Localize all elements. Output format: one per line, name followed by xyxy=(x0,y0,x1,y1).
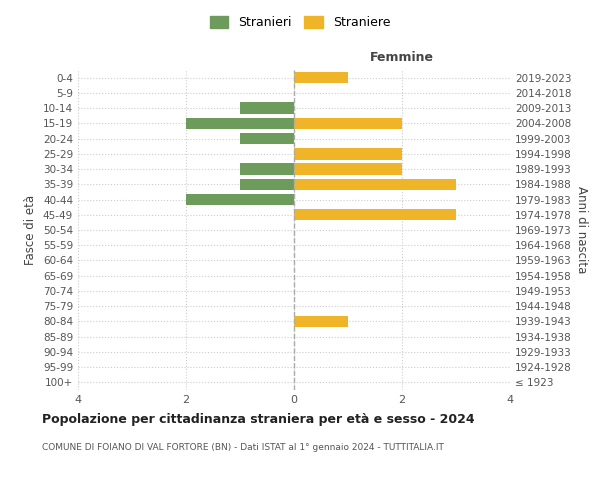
Text: Popolazione per cittadinanza straniera per età e sesso - 2024: Popolazione per cittadinanza straniera p… xyxy=(42,412,475,426)
Bar xyxy=(186,118,294,129)
Bar xyxy=(240,178,294,190)
Text: COMUNE DI FOIANO DI VAL FORTORE (BN) - Dati ISTAT al 1° gennaio 2024 - TUTTITALI: COMUNE DI FOIANO DI VAL FORTORE (BN) - D… xyxy=(42,442,444,452)
Legend: Stranieri, Straniere: Stranieri, Straniere xyxy=(205,11,395,34)
Y-axis label: Anni di nascita: Anni di nascita xyxy=(575,186,588,274)
Y-axis label: Fasce di età: Fasce di età xyxy=(25,195,37,265)
Bar xyxy=(240,102,294,114)
Bar xyxy=(294,118,402,129)
Bar xyxy=(294,148,402,160)
Bar xyxy=(294,164,402,175)
Bar xyxy=(240,133,294,144)
Bar xyxy=(240,164,294,175)
Bar xyxy=(294,209,456,220)
Bar xyxy=(294,72,348,84)
Bar xyxy=(294,178,456,190)
Bar xyxy=(186,194,294,205)
Text: Femmine: Femmine xyxy=(370,50,434,64)
Bar xyxy=(294,316,348,327)
